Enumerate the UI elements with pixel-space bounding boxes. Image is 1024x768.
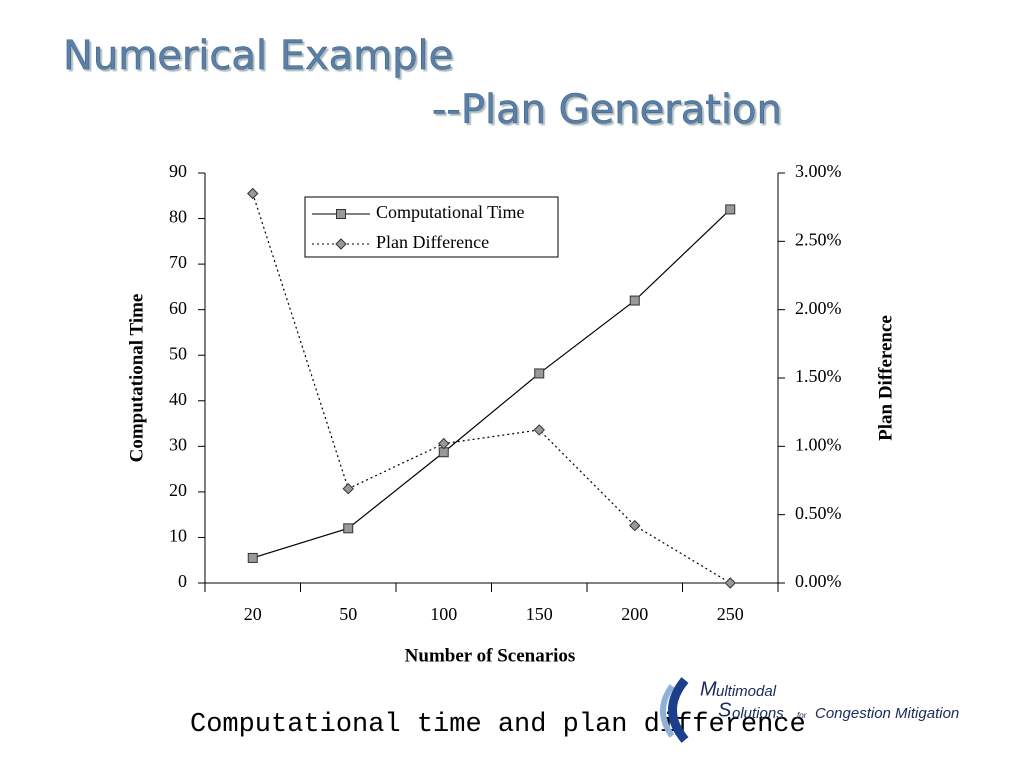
y-tick-label: 80: [169, 207, 187, 227]
y-tick-label: 50: [169, 343, 187, 363]
logo-text: olutions: [732, 705, 784, 722]
y-tick-label: 30: [169, 434, 187, 454]
y2-tick-label: 2.50%: [795, 229, 842, 249]
x-tick-label: 20: [244, 604, 262, 624]
chart: 0 10 20 30 40 50 60 70 80 90 0.00% 0.50% 1.00% 1.50% 2…: [126, 161, 896, 666]
y2-tick-label: 0.50%: [795, 503, 842, 523]
marker: [724, 577, 736, 589]
x-tick-label: 200: [621, 604, 648, 624]
x-tick-label: 150: [526, 604, 553, 624]
y-tick-label: 20: [169, 480, 187, 500]
series-line: [252, 209, 731, 559]
y2-axis-title: Plan Difference: [875, 315, 896, 441]
logo-text: for: [797, 711, 807, 720]
logo-arc: [660, 684, 675, 738]
marker: [247, 187, 259, 200]
title-line2: --Plan Generation: [432, 87, 782, 133]
marker: [533, 424, 545, 436]
legend-label: Plan Difference: [376, 232, 489, 252]
y-tick-label: 70: [169, 252, 187, 272]
y-tick-label: 10: [169, 526, 187, 546]
marker: [725, 204, 736, 215]
y-axis-title: Computational Time: [126, 294, 147, 463]
marker: [629, 519, 641, 532]
marker: [343, 523, 354, 534]
logo-text: ultimodal: [716, 683, 777, 700]
y-tick-label: 90: [169, 161, 187, 181]
x-tick-label: 250: [717, 604, 744, 624]
logo-m: M: [700, 678, 717, 700]
y2-tick-label: 1.00%: [795, 434, 842, 454]
legend-box: [304, 196, 559, 258]
y-tick-label: 40: [169, 389, 187, 409]
legend-label: Computational Time: [376, 202, 525, 222]
marker: [335, 238, 347, 250]
marker: [247, 552, 258, 563]
y2-tick-label: 1.50%: [795, 366, 842, 386]
logo: M ultimodal S olutions for Congestion Mi…: [660, 677, 959, 743]
title-line1: Numerical Example: [63, 33, 453, 79]
legend: Computational Time Plan Difference: [304, 196, 559, 258]
logo-arc: [668, 677, 689, 743]
marker: [342, 482, 354, 495]
marker: [629, 295, 640, 306]
marker: [534, 368, 545, 379]
logo-s: S: [718, 699, 732, 721]
y2-tick-label: 2.00%: [795, 298, 842, 318]
x-tick-label: 50: [339, 604, 357, 624]
logo-text: Congestion Mitigation: [815, 705, 959, 722]
x-tick-label: 100: [430, 604, 457, 624]
caption: Computational time and plan difference: [190, 710, 806, 740]
marker: [336, 209, 346, 219]
y-title-clip: Computational Time: [126, 294, 147, 463]
y2-tick-label: 3.00%: [795, 161, 842, 181]
x-axis-title: Number of Scenarios: [405, 645, 576, 666]
y-tick-label: 0: [178, 571, 187, 591]
y2-tick-label: 0.00%: [795, 571, 842, 591]
marker: [438, 437, 450, 450]
y-tick-label: 60: [169, 298, 187, 318]
series-line: [252, 193, 731, 584]
